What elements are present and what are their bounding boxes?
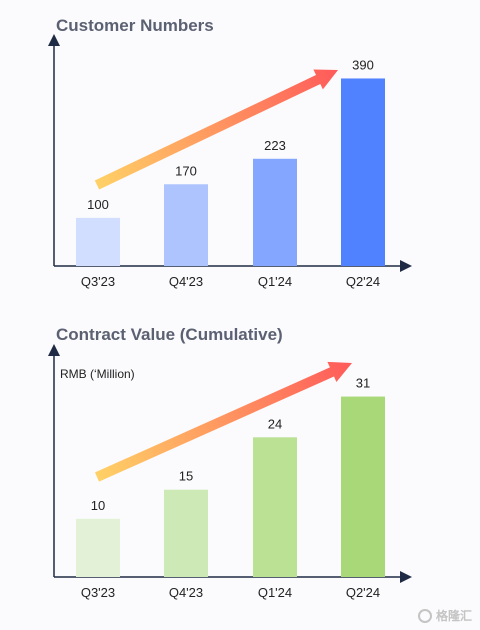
data-label: 223 [264,138,286,153]
x-tick-label: Q3'23 [81,585,115,600]
x-tick-label: Q1'24 [258,585,292,600]
y-axis-label: RMB (‘Million) [60,367,135,381]
data-label: 15 [179,469,193,484]
watermark-text: 格隆汇 [435,609,472,623]
data-label: 24 [268,416,282,431]
bar-Q423 [164,184,208,266]
bar-Q124 [253,158,297,266]
x-tick-label: Q1'24 [258,274,292,289]
bar-Q323 [76,518,120,577]
data-label: 170 [175,163,197,178]
bar-Q124 [253,437,297,577]
chart-title-customer-numbers: Customer Numbers [56,16,214,35]
x-tick-label: Q2'24 [346,274,380,289]
customer-numbers-chart: 100 Q3'23 170 Q4'23 223 Q1'24 390 Q2'24 [48,34,412,289]
x-tick-label: Q4'23 [169,274,203,289]
trend-arrow [94,69,338,190]
data-label: 10 [91,498,105,513]
trend-arrow [95,361,352,482]
contract-value-chart: RMB (‘Million) 10 Q3'23 15 Q4'23 24 Q1'24 31 Q2'… [48,344,412,600]
x-tick-label: Q2'24 [346,585,380,600]
bar-Q224 [341,78,385,267]
data-label: 31 [356,376,370,391]
watermark-logo-icon [417,608,432,623]
bar-Q423 [164,489,208,577]
watermark: 格隆汇 [417,607,472,624]
x-tick-label: Q4'23 [169,585,203,600]
data-label: 390 [352,57,374,72]
x-tick-label: Q3'23 [81,274,115,289]
bar-Q224 [341,396,385,577]
chart-title-contract-value: Contract Value (Cumulative) [56,325,283,344]
bar-Q323 [76,217,120,266]
data-label: 100 [87,197,109,212]
